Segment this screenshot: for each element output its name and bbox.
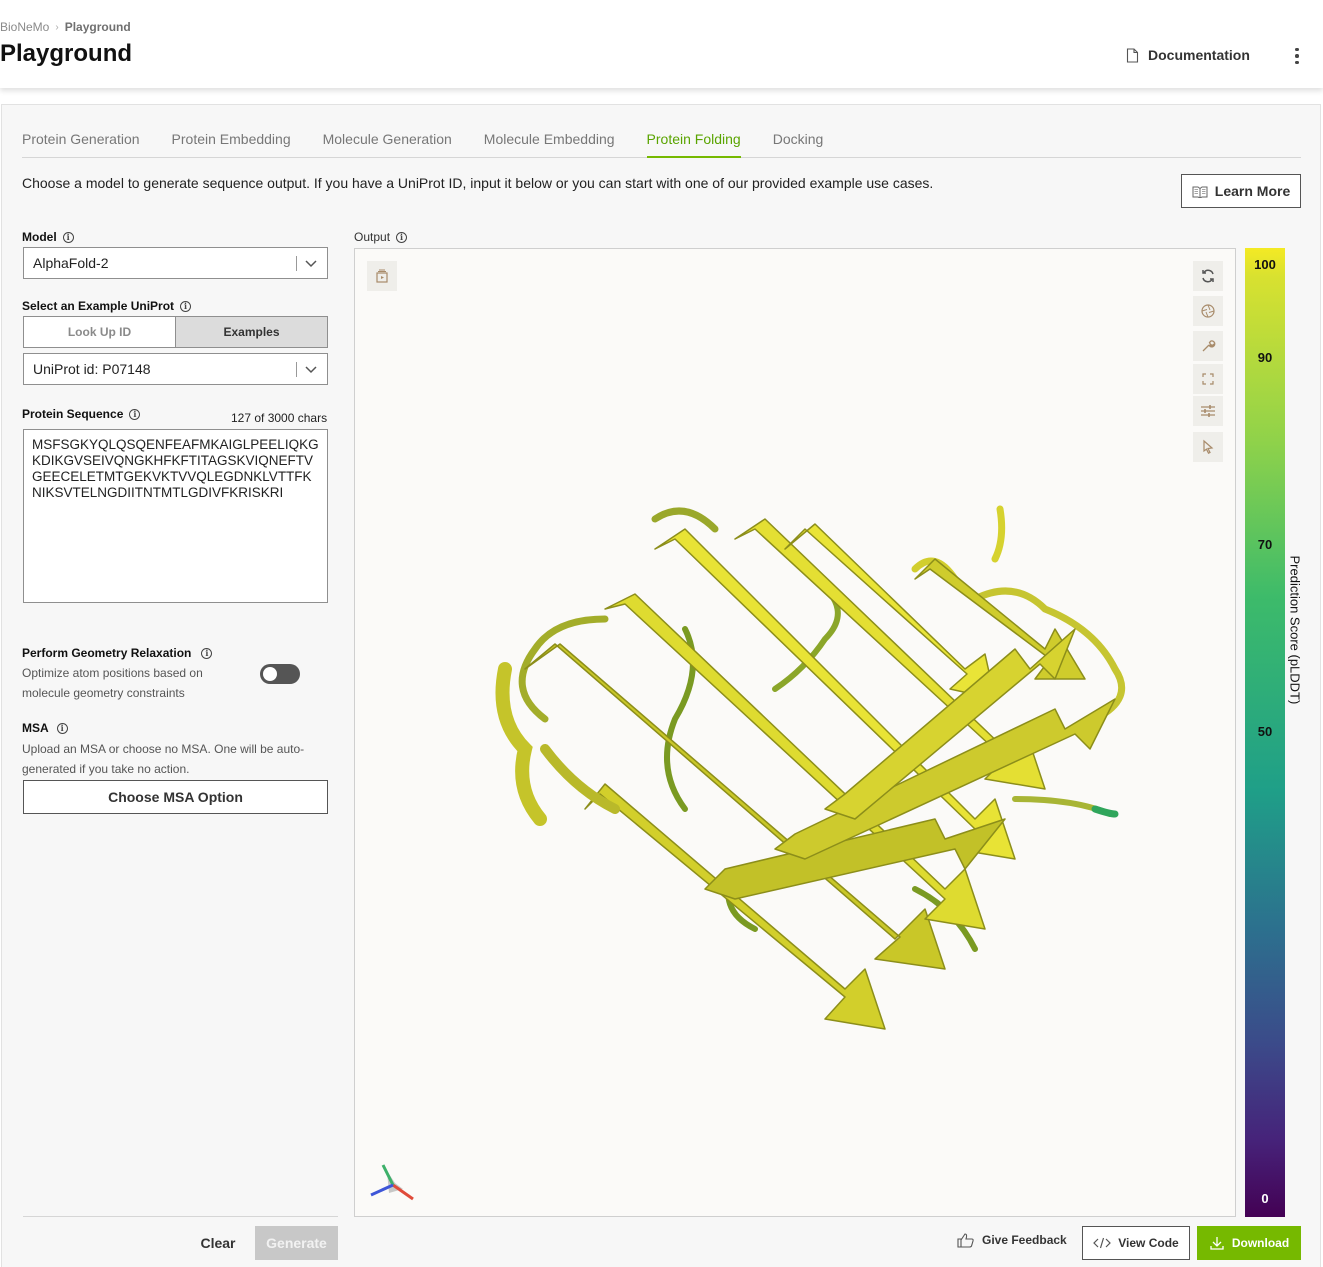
code-icon (1093, 1237, 1112, 1249)
scale-tick: 0 (1261, 1191, 1269, 1206)
aperture-icon[interactable] (1193, 296, 1223, 326)
info-icon[interactable]: i (180, 300, 192, 312)
tab-protein-folding[interactable]: Protein Folding (646, 127, 741, 158)
description-line: generated if you take no action. (22, 762, 190, 776)
learn-more-button[interactable]: Learn More (1181, 174, 1301, 208)
download-button[interactable]: Download (1197, 1226, 1301, 1260)
tab-molecule-embedding[interactable]: Molecule Embedding (483, 131, 615, 147)
page-title: Playground (0, 40, 133, 67)
chevron-down-icon (305, 366, 317, 374)
tab-molecule-generation[interactable]: Molecule Generation (322, 131, 452, 147)
divider (23, 1216, 338, 1217)
give-feedback-label: Give Feedback (982, 1233, 1067, 1247)
geometry-relaxation-toggle[interactable] (260, 664, 300, 684)
uniprot-select[interactable]: UniProt id: P07148 (23, 353, 328, 385)
output-label-text: Output (354, 230, 391, 244)
scale-tick: 50 (1257, 724, 1273, 739)
geometry-relaxation-label-text: Perform Geometry Relaxation (22, 646, 192, 660)
info-icon[interactable]: i (201, 647, 213, 659)
give-feedback-button[interactable]: Give Feedback (957, 1232, 1067, 1248)
clear-button[interactable]: Clear (200, 1235, 236, 1251)
fullscreen-icon[interactable] (1193, 364, 1223, 394)
uniprot-select-value: UniProt id: P07148 (33, 361, 151, 377)
documentation-link[interactable]: Documentation (1126, 47, 1250, 63)
msa-label-text: MSA (22, 721, 49, 735)
download-label: Download (1231, 1236, 1290, 1250)
model-select-value: AlphaFold-2 (33, 255, 109, 271)
choose-msa-button[interactable]: Choose MSA Option (23, 780, 328, 814)
download-icon (1210, 1237, 1224, 1250)
geometry-relaxation-label: Perform Geometry Relaxation i (22, 646, 213, 660)
info-icon[interactable]: i (129, 408, 141, 420)
scale-tick: 70 (1257, 537, 1273, 552)
description-line: Optimize atom positions based on (22, 666, 203, 680)
sequence-panel-icon[interactable] (367, 261, 397, 291)
pointer-icon[interactable] (1193, 432, 1223, 462)
info-icon[interactable]: i (62, 231, 74, 243)
book-icon (1192, 186, 1208, 198)
sequence-char-count: 127 of 3000 chars (231, 411, 328, 425)
scale-title: Prediction Score (pLDDT) (1287, 555, 1303, 705)
top-bar: BioNeMo › Playground Playground Document… (0, 0, 1323, 88)
thumbs-up-icon (957, 1233, 974, 1248)
model-select[interactable]: AlphaFold-2 (23, 247, 328, 279)
description-line: Upload an MSA or choose no MSA. One will… (22, 742, 305, 756)
examples-option[interactable]: Examples (175, 317, 327, 347)
tab-bar: Protein Generation Protein Embedding Mol… (22, 127, 1301, 158)
scale-tick: 90 (1257, 350, 1273, 365)
msa-label: MSA i (22, 721, 68, 735)
breadcrumb-item-bionemo[interactable]: BioNeMo (0, 20, 50, 34)
info-icon[interactable]: i (56, 722, 68, 734)
generate-button[interactable]: Generate (255, 1226, 338, 1260)
geometry-relaxation-description: Optimize atom positions based on molecul… (22, 663, 203, 703)
playground-panel: Protein Generation Protein Embedding Mol… (1, 104, 1321, 1267)
breadcrumb-item-playground: Playground (64, 20, 131, 34)
select-divider (296, 256, 297, 271)
example-uniprot-label: Select an Example UniProt i (22, 299, 192, 313)
axes-orientation-icon (370, 1164, 414, 1201)
kebab-vertical-icon[interactable] (1288, 46, 1306, 66)
protein-sequence-label: Protein Sequence i (22, 407, 141, 421)
msa-description: Upload an MSA or choose no MSA. One will… (22, 739, 304, 779)
tab-protein-embedding[interactable]: Protein Embedding (171, 131, 291, 147)
lookup-examples-toggle: Look Up ID Examples (23, 316, 328, 348)
scale-tick: 100 (1254, 257, 1276, 272)
wrench-icon[interactable] (1193, 331, 1223, 361)
model-label-text: Model (22, 230, 57, 244)
description-line: molecule geometry constraints (22, 686, 185, 700)
info-icon[interactable]: i (396, 231, 408, 243)
rotate-icon[interactable] (1193, 261, 1223, 291)
protein-structure-render (495, 505, 1126, 1030)
tab-protein-generation[interactable]: Protein Generation (22, 131, 140, 147)
documentation-label: Documentation (1148, 47, 1250, 63)
intro-text: Choose a model to generate sequence outp… (22, 175, 934, 191)
lookup-id-option[interactable]: Look Up ID (24, 317, 175, 347)
output-label: Output i (354, 230, 408, 244)
model-label: Model i (22, 230, 74, 244)
view-code-button[interactable]: View Code (1082, 1226, 1190, 1260)
plddt-color-scale (1245, 248, 1285, 1217)
protein-sequence-textarea[interactable]: MSFSGKYQLQSQENFEAFMKAIGLPEELIQKGKDIKGVSE… (23, 429, 328, 603)
chevron-right-icon: › (55, 21, 59, 33)
chevron-down-icon (305, 260, 317, 268)
tab-docking[interactable]: Docking (772, 131, 824, 147)
select-divider (296, 362, 297, 377)
structure-viewer[interactable] (354, 248, 1236, 1217)
learn-more-label: Learn More (1214, 183, 1291, 199)
protein-sequence-label-text: Protein Sequence (22, 407, 124, 421)
sliders-icon[interactable] (1193, 396, 1223, 426)
breadcrumb: BioNeMo › Playground (0, 20, 131, 34)
document-icon (1126, 47, 1139, 63)
example-uniprot-label-text: Select an Example UniProt (22, 299, 175, 313)
view-code-label: View Code (1118, 1236, 1179, 1250)
